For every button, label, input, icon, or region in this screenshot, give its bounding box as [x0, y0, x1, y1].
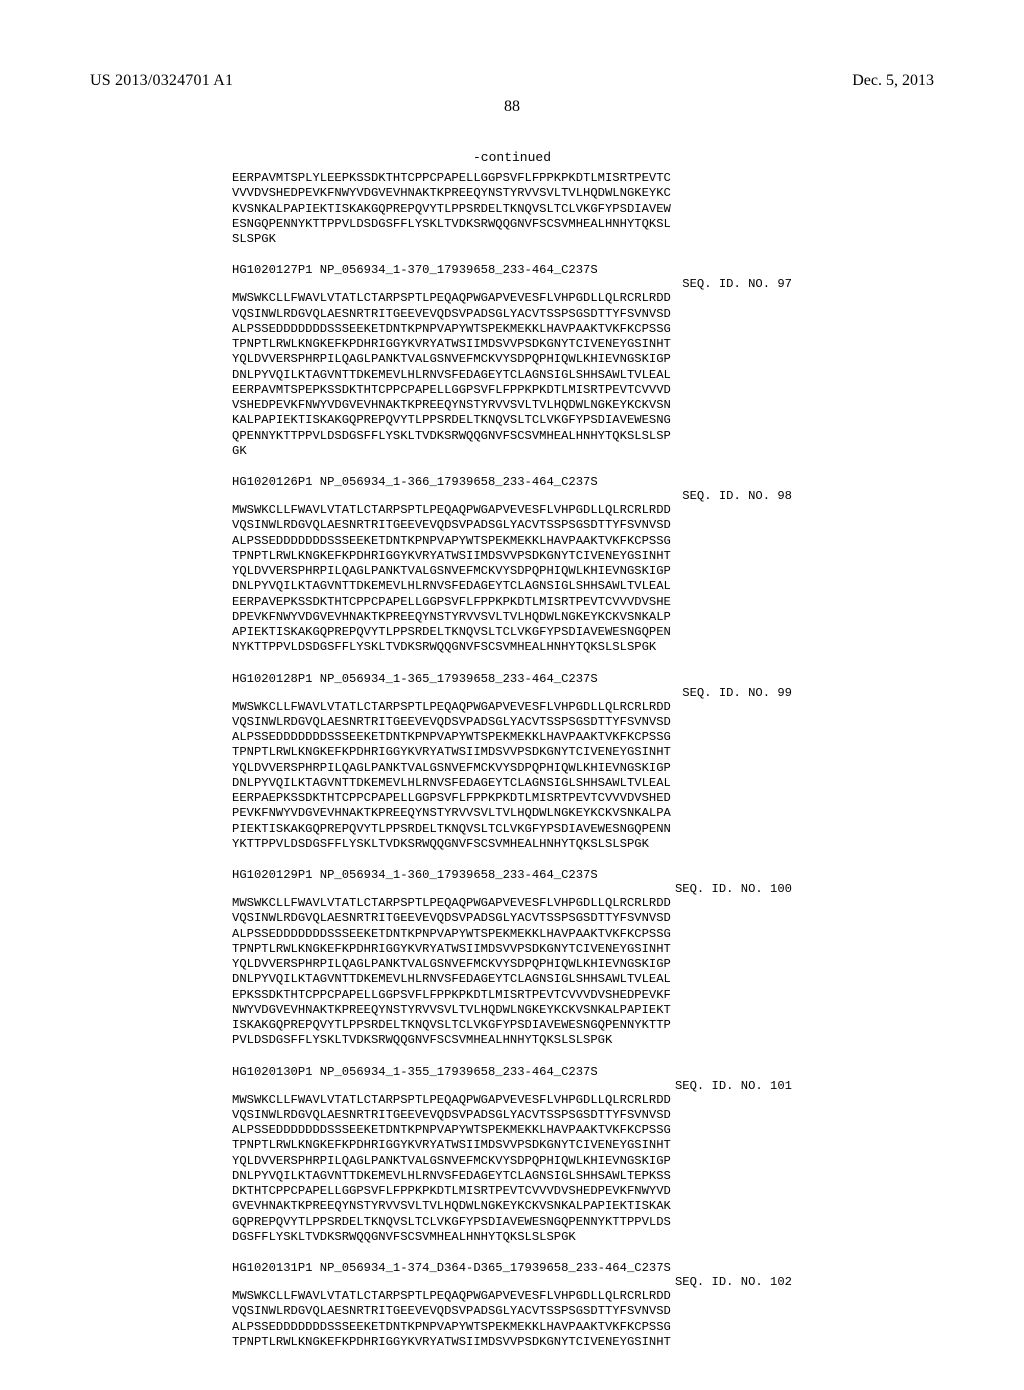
- sequence-body: MWSWKCLLFWAVLVTATLCTARPSPTLPEQAQPWGAPVEV…: [232, 1093, 792, 1246]
- block-gap: [90, 459, 934, 475]
- block-gap: [90, 852, 934, 868]
- sequence-body: MWSWKCLLFWAVLVTATLCTARPSPTLPEQAQPWGAPVEV…: [232, 503, 792, 656]
- block-gap: [90, 1049, 934, 1065]
- sequence-title: HG1020130P1 NP_056934_1-355_17939658_233…: [232, 1065, 792, 1079]
- continued-label: -continued: [90, 150, 934, 165]
- sequence-body: MWSWKCLLFWAVLVTATLCTARPSPTLPEQAQPWGAPVEV…: [232, 291, 792, 459]
- publication-date: Dec. 5, 2013: [852, 72, 934, 90]
- sequence-body: EERPAVMTSPLYLEEPKSSDKTHTCPPCPAPELLGGPSVF…: [232, 171, 792, 247]
- sequence-id: SEQ. ID. NO. 102: [232, 1275, 792, 1289]
- sequence-title: HG1020128P1 NP_056934_1-365_17939658_233…: [232, 672, 792, 686]
- block-gap: [90, 247, 934, 263]
- sequence-body: MWSWKCLLFWAVLVTATLCTARPSPTLPEQAQPWGAPVEV…: [232, 896, 792, 1049]
- page: US 2013/0324701 A1 Dec. 5, 2013 88 -cont…: [0, 0, 1024, 1390]
- publication-id: US 2013/0324701 A1: [90, 72, 233, 90]
- block-gap: [90, 1245, 934, 1261]
- header-row: US 2013/0324701 A1 Dec. 5, 2013: [90, 72, 934, 90]
- sequence-body: MWSWKCLLFWAVLVTATLCTARPSPTLPEQAQPWGAPVEV…: [232, 700, 792, 853]
- sequence-title: HG1020127P1 NP_056934_1-370_17939658_233…: [232, 263, 792, 277]
- sequence-id: SEQ. ID. NO. 101: [232, 1079, 792, 1093]
- sequence-id: SEQ. ID. NO. 99: [232, 686, 792, 700]
- sequence-title: HG1020131P1 NP_056934_1-374_D364-D365_17…: [232, 1261, 792, 1275]
- sequence-title: HG1020129P1 NP_056934_1-360_17939658_233…: [232, 868, 792, 882]
- block-gap: [90, 656, 934, 672]
- sequence-id: SEQ. ID. NO. 97: [232, 277, 792, 291]
- sequence-id: SEQ. ID. NO. 100: [232, 882, 792, 896]
- sequence-listing: EERPAVMTSPLYLEEPKSSDKTHTCPPCPAPELLGGPSVF…: [90, 171, 934, 1350]
- sequence-title: HG1020126P1 NP_056934_1-366_17939658_233…: [232, 475, 792, 489]
- page-number: 88: [90, 98, 934, 116]
- sequence-id: SEQ. ID. NO. 98: [232, 489, 792, 503]
